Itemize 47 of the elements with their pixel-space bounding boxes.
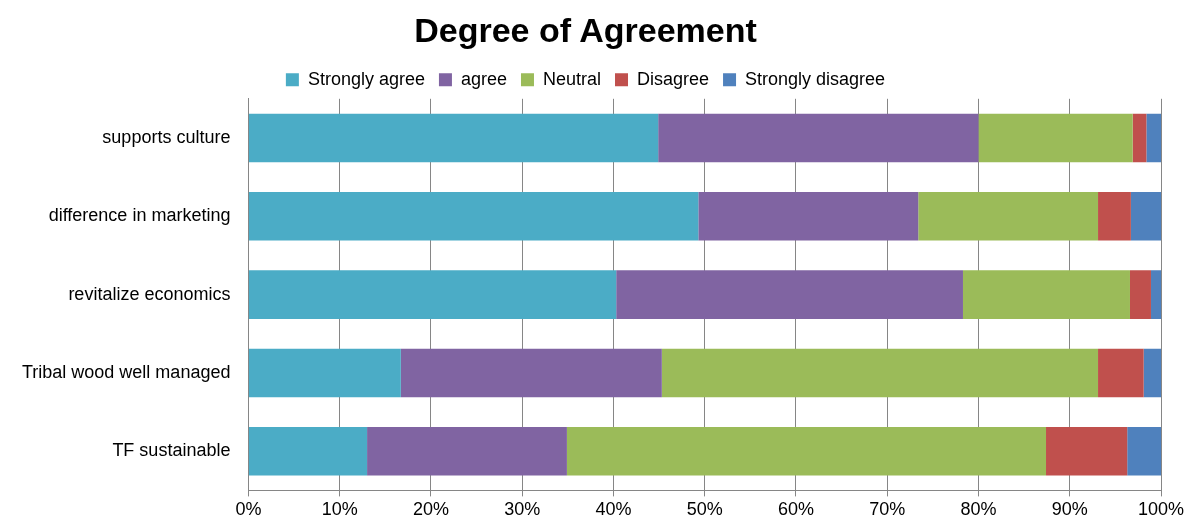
y-tick-label: TF sustainable	[112, 440, 231, 461]
bar	[978, 113, 1133, 163]
bar	[1098, 192, 1131, 241]
bar	[1046, 426, 1128, 476]
bar	[1098, 348, 1144, 398]
x-tick-label: 70%	[869, 499, 906, 520]
bar	[248, 192, 699, 241]
bar	[918, 192, 1099, 241]
x-tick-label: 80%	[960, 499, 997, 520]
bar	[1146, 113, 1161, 163]
x-tick-label: 40%	[595, 499, 632, 520]
bar	[400, 348, 662, 398]
x-tick-label: 20%	[412, 499, 449, 520]
bar	[248, 348, 401, 398]
legend-label: Strongly agree	[307, 68, 425, 89]
bar	[248, 113, 659, 163]
bar	[658, 113, 979, 163]
bar	[1130, 192, 1161, 241]
bar	[248, 270, 617, 319]
y-tick-label: Tribal wood well managed	[21, 361, 231, 382]
y-tick-label: difference in marketing	[48, 205, 231, 226]
legend-label: Neutral	[542, 68, 602, 89]
bar	[1150, 270, 1161, 319]
x-tick-label: 90%	[1051, 499, 1088, 520]
x-tick-label: 60%	[777, 499, 814, 520]
y-tick-label: supports culture	[102, 126, 231, 147]
bar	[1143, 348, 1161, 398]
legend-label: Disagree	[637, 68, 710, 89]
bar	[367, 426, 567, 476]
bar	[566, 426, 1047, 476]
bar	[1132, 113, 1147, 163]
bar	[698, 192, 919, 241]
bar	[962, 270, 1130, 319]
bar	[1129, 270, 1151, 319]
y-tick-label: revitalize economics	[68, 283, 231, 304]
bar	[661, 348, 1099, 398]
bar	[248, 426, 368, 476]
x-tick-label: 10%	[321, 499, 358, 520]
x-tick-label: 30%	[504, 499, 541, 520]
legend-label: Strongly disagree	[745, 68, 886, 89]
bar	[1127, 426, 1161, 476]
x-tick-label: 100%	[1137, 499, 1185, 520]
bar	[616, 270, 963, 319]
x-tick-label: 50%	[686, 499, 723, 520]
chart-title: Degree of Agreement	[414, 10, 757, 49]
legend-label: agree	[460, 68, 507, 89]
x-tick-label: 0%	[235, 499, 262, 520]
